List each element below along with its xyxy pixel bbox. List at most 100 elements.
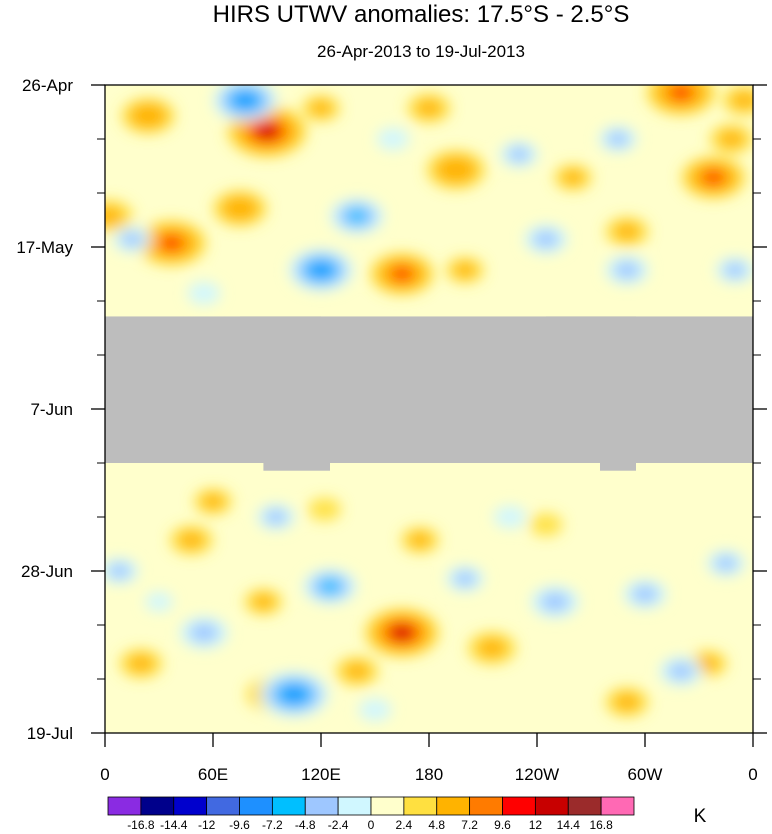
anomaly-hotspot — [213, 85, 278, 122]
anomaly-hotspot — [121, 98, 175, 134]
x-tick-label: 0 — [748, 765, 757, 784]
colorbar-swatch — [600, 796, 635, 816]
colorbar-label: -14.4 — [160, 818, 188, 832]
colorbar-swatch — [370, 796, 405, 816]
anomaly-hotspot — [554, 164, 592, 191]
anomaly-hotspot — [145, 592, 173, 612]
colorbar-label: 7.2 — [461, 818, 478, 832]
anomaly-hotspot — [500, 141, 538, 168]
anomaly-hotspot — [358, 698, 392, 722]
anomaly-hotspot — [194, 488, 232, 515]
anomaly-hotspot — [169, 525, 213, 555]
colorbar: -16.8 -14.4 -12 -9.6 -7.2 -4.8 -2.4 0 2.4 4.8 7.2 9… — [107, 796, 635, 832]
colorbar-label: 4.8 — [428, 818, 445, 832]
anomaly-hotspot — [179, 616, 229, 649]
anomaly-hotspot — [335, 656, 379, 686]
colorbar-swatch — [403, 796, 438, 816]
colorbar-swatch — [436, 796, 471, 816]
colorbar-swatch — [239, 796, 273, 816]
anomaly-hotspot — [137, 220, 207, 266]
x-tick-label: 60W — [628, 765, 663, 784]
x-tick-label: 180 — [415, 765, 443, 784]
y-tick-label: 19-Jul — [27, 724, 73, 743]
anomaly-hotspot — [213, 190, 267, 227]
anomaly-hotspot — [257, 504, 295, 530]
anomaly-hotspot — [681, 156, 746, 199]
x-tick-label: 120W — [515, 765, 559, 784]
anomaly-hotspot — [376, 127, 410, 151]
axis-ticks: 26-Apr 17-May 7-Jun 28-Jun 19-Jul 0 60E 120E 180… — [16, 76, 767, 784]
colorbar-label: -9.6 — [229, 818, 250, 832]
anomaly-hotspot — [308, 497, 341, 521]
colorbar-swatch — [469, 796, 503, 816]
anomaly-hotspot — [302, 95, 340, 122]
anomaly-hotspot — [659, 656, 703, 686]
anomaly-hotspot — [105, 199, 133, 233]
colorbar-label: -2.4 — [328, 818, 349, 832]
anomaly-hotspot — [407, 93, 451, 123]
anomaly-hotspot — [709, 124, 753, 154]
anomaly-hotspot — [113, 226, 151, 253]
anomaly-hotspot — [364, 608, 440, 657]
colorbar-swatch — [140, 796, 175, 816]
missing-data-band — [105, 316, 753, 463]
y-tick-label: 28-Jun — [21, 562, 73, 581]
colorbar-label: 12 — [529, 818, 543, 832]
anomaly-blobs — [105, 85, 753, 722]
anomaly-hotspot — [646, 85, 716, 116]
anomaly-hotspot — [467, 631, 517, 665]
missing-data-notch — [546, 316, 636, 325]
y-tick-label: 17-May — [16, 238, 73, 257]
anomaly-hotspot — [105, 558, 139, 584]
anomaly-hotspot — [716, 257, 753, 284]
anomaly-hotspot — [707, 550, 745, 577]
colorbar-label: -16.8 — [127, 818, 155, 832]
missing-data-region — [105, 316, 753, 471]
anomaly-hotspot — [446, 565, 484, 592]
anomaly-hotspot — [623, 579, 667, 609]
anomaly-hotspot — [605, 216, 649, 247]
anomaly-hotspot — [599, 126, 637, 152]
anomaly-hotspot — [401, 527, 439, 554]
colorbar-swatch — [534, 796, 569, 816]
anomaly-hotspot — [605, 255, 649, 285]
x-tick-label: 120E — [301, 765, 341, 784]
anomaly-hotspot — [259, 671, 329, 718]
missing-data-notch — [600, 463, 636, 471]
anomaly-hotspot — [530, 585, 580, 619]
colorbar-label: 14.4 — [557, 818, 581, 832]
colorbar-swatch — [337, 796, 372, 816]
anomaly-hotspot — [605, 687, 649, 717]
anomaly-hotspot — [722, 85, 753, 116]
anomaly-hotspot — [426, 150, 486, 190]
colorbar-label: 2.4 — [396, 818, 413, 832]
x-tick-label: 0 — [100, 765, 109, 784]
y-tick-label: 7-Jun — [30, 400, 73, 419]
anomaly-hotspot — [119, 648, 163, 679]
colorbar-units: K — [694, 806, 707, 827]
anomaly-hotspot — [529, 513, 563, 537]
x-tick-label: 60E — [198, 765, 228, 784]
colorbar-swatch — [567, 796, 602, 816]
chart-subtitle: 26-Apr-2013 to 19-Jul-2013 — [317, 42, 525, 61]
anomaly-hotspot — [370, 253, 434, 295]
anomaly-hotspot — [524, 224, 568, 254]
anomaly-hotspot — [446, 257, 484, 284]
colorbar-swatch — [502, 796, 536, 816]
colorbar-label: -12 — [198, 818, 216, 832]
colorbar-swatch — [304, 796, 339, 816]
colorbar-label: 16.8 — [589, 818, 613, 832]
missing-data-notch — [240, 316, 321, 325]
y-tick-label: 26-Apr — [22, 76, 73, 95]
colorbar-label: 9.6 — [494, 818, 511, 832]
anomaly-hotspot — [244, 588, 283, 615]
anomaly-hotspot — [493, 505, 527, 529]
missing-data-notch — [263, 463, 330, 471]
colorbar-label: -4.8 — [295, 818, 316, 832]
colorbar-swatch — [173, 796, 208, 816]
anomaly-hotspot — [330, 198, 384, 234]
colorbar-label: -7.2 — [262, 818, 283, 832]
anomaly-hotspot — [303, 568, 357, 605]
anomaly-hotspot — [227, 105, 307, 158]
